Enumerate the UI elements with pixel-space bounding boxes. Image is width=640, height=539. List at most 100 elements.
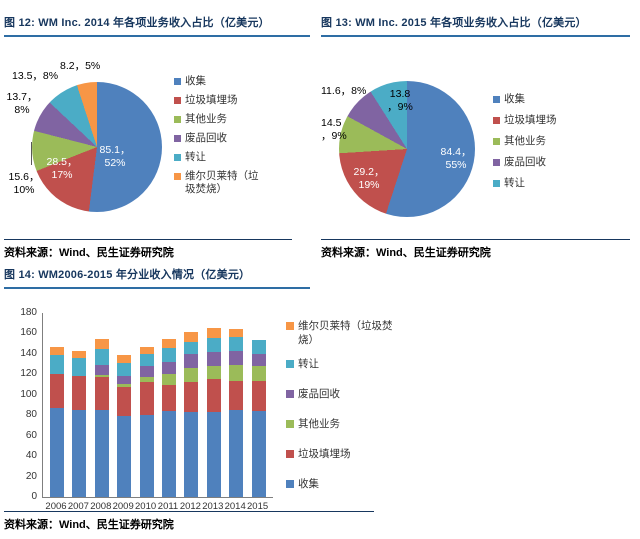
bar-stack-2006 bbox=[50, 346, 64, 497]
legend-marker bbox=[174, 173, 181, 180]
bar-stack-2015 bbox=[251, 340, 266, 497]
bar-segment bbox=[162, 411, 176, 497]
pie-data-label-line: 8% bbox=[14, 104, 30, 116]
legend-marker bbox=[174, 78, 181, 85]
bar-segment bbox=[72, 358, 87, 377]
pie-data-label-line: 28.5， bbox=[46, 156, 78, 168]
pie-data-label: 85.1， 52% bbox=[88, 144, 142, 170]
chart-legend: 收集 垃圾填埋场 其他业务 废品回收 转让 维尔贝莱特（垃圾焚烧） bbox=[174, 75, 266, 202]
pie-2015 bbox=[339, 81, 475, 217]
legend-item: 维尔贝莱特（垃圾焚烧） bbox=[174, 170, 266, 196]
legend-marker bbox=[286, 390, 294, 398]
legend-marker bbox=[493, 117, 500, 124]
legend-item: 废品回收 bbox=[493, 156, 593, 169]
pie-data-label-line: 13.7， bbox=[6, 91, 38, 103]
bar-segment bbox=[206, 412, 221, 497]
bar-segment bbox=[50, 408, 64, 497]
pie-data-label-line: ，9% bbox=[387, 101, 413, 113]
bar-segment bbox=[184, 342, 199, 355]
pie-data-label: 29.2， 19% bbox=[346, 166, 392, 192]
y-tick-label: 180 bbox=[20, 307, 37, 318]
legend-marker bbox=[493, 138, 500, 145]
pie-data-label-line: 19% bbox=[358, 179, 380, 191]
bar-segment bbox=[117, 386, 132, 417]
bar-segment bbox=[50, 374, 64, 409]
bar-segment bbox=[139, 354, 154, 367]
legend-item: 其他业务 bbox=[286, 417, 408, 431]
pie-data-label: 8.2，5% bbox=[60, 60, 112, 73]
legend-label: 转让 bbox=[504, 177, 525, 189]
pie-data-label-line: 52% bbox=[104, 157, 126, 169]
y-tick-label: 0 bbox=[31, 491, 37, 502]
bar-stack-2013 bbox=[206, 327, 221, 497]
figure-13-source: 资料来源：Wind、民生证券研究院 bbox=[321, 247, 491, 259]
bar-segment bbox=[139, 381, 154, 416]
figure-14: 图 14: WM2006-2015 年分业收入情况（亿美元） 0 20 40 60 80… bbox=[4, 266, 636, 532]
bar-plot-area bbox=[42, 313, 273, 498]
pie-data-label-line: 13.5，8% bbox=[12, 70, 59, 82]
legend-item: 转让 bbox=[493, 177, 593, 190]
x-tick-label: 2012 bbox=[179, 501, 201, 512]
legend-marker bbox=[493, 180, 500, 187]
pie-data-label-line: 13.8 bbox=[389, 88, 411, 100]
bar-segment bbox=[72, 350, 87, 359]
bar-segment bbox=[251, 410, 266, 497]
legend-item: 其他业务 bbox=[174, 113, 266, 126]
pie-data-label-line: 10% bbox=[13, 184, 35, 196]
bar-segment bbox=[251, 354, 266, 367]
bar-segment bbox=[206, 327, 221, 338]
pie-data-label-line: 85.1， bbox=[99, 144, 131, 156]
pie-data-label: 15.6， 10% bbox=[4, 171, 44, 197]
x-tick-label: 2010 bbox=[135, 501, 157, 512]
bar-segment bbox=[72, 376, 87, 411]
legend-label: 维尔贝莱特（垃圾焚烧） bbox=[185, 170, 259, 195]
pie-chart-2014-area: 85.1， 52% 28.5， 17% 15.6， 10% 13.7， 8% 13.5，8% 8.… bbox=[4, 37, 310, 239]
bar-segment bbox=[206, 365, 221, 379]
x-tick-label: 2006 bbox=[45, 501, 67, 512]
pie-data-label: 84.4， 55% bbox=[428, 146, 484, 172]
figure-14-separator bbox=[4, 511, 374, 512]
legend-label: 其他业务 bbox=[298, 418, 340, 430]
y-tick-label: 40 bbox=[25, 450, 37, 462]
bar-segment bbox=[206, 351, 221, 366]
bar-segment bbox=[117, 384, 132, 387]
bar-segment bbox=[94, 349, 109, 365]
bar-segment bbox=[139, 366, 154, 378]
bar-segment bbox=[229, 380, 244, 411]
bar-stack-2011 bbox=[162, 338, 176, 497]
pie-data-label: 11.6，8% bbox=[321, 85, 373, 98]
legend-item: 废品回收 bbox=[174, 132, 266, 145]
legend-marker bbox=[286, 420, 294, 428]
legend-label: 废品回收 bbox=[504, 156, 546, 168]
legend-item: 垃圾填埋场 bbox=[286, 447, 408, 461]
legend-marker bbox=[493, 159, 500, 166]
figure-13-title: 图 13: WM Inc. 2015 年各项业务收入占比（亿美元） bbox=[321, 14, 630, 37]
bar-segment bbox=[229, 328, 244, 338]
bar-stack-2009 bbox=[117, 355, 132, 497]
bar-segment bbox=[229, 364, 244, 381]
legend-marker bbox=[286, 450, 294, 458]
bar-segment bbox=[72, 410, 87, 497]
legend-label: 其他业务 bbox=[185, 113, 227, 125]
bar-segment bbox=[184, 354, 199, 369]
bar-segment bbox=[117, 355, 132, 364]
pie-data-label: 28.5， 17% bbox=[39, 156, 85, 182]
legend-item: 维尔贝莱特（垃圾焚烧） bbox=[286, 319, 408, 347]
bar-segment bbox=[184, 332, 199, 343]
legend-label: 废品回收 bbox=[185, 132, 227, 144]
legend-marker bbox=[174, 97, 181, 104]
legend-label: 收集 bbox=[298, 478, 319, 490]
pie-data-label: 13.5，8% bbox=[12, 70, 68, 83]
bar-stack-2012 bbox=[184, 332, 199, 497]
pie-data-label-line: ，9% bbox=[321, 130, 347, 142]
y-tick-label: 80 bbox=[25, 409, 37, 421]
legend-item: 垃圾填埋场 bbox=[493, 114, 593, 127]
y-tick-label: 60 bbox=[25, 429, 37, 441]
legend-label: 其他业务 bbox=[504, 135, 546, 147]
legend-label: 垃圾填埋场 bbox=[185, 94, 238, 106]
bar-segment bbox=[251, 366, 266, 381]
legend-item: 其他业务 bbox=[493, 135, 593, 148]
y-tick-label: 120 bbox=[20, 368, 37, 380]
bar-segment bbox=[139, 415, 154, 497]
bar-segment bbox=[251, 380, 266, 411]
